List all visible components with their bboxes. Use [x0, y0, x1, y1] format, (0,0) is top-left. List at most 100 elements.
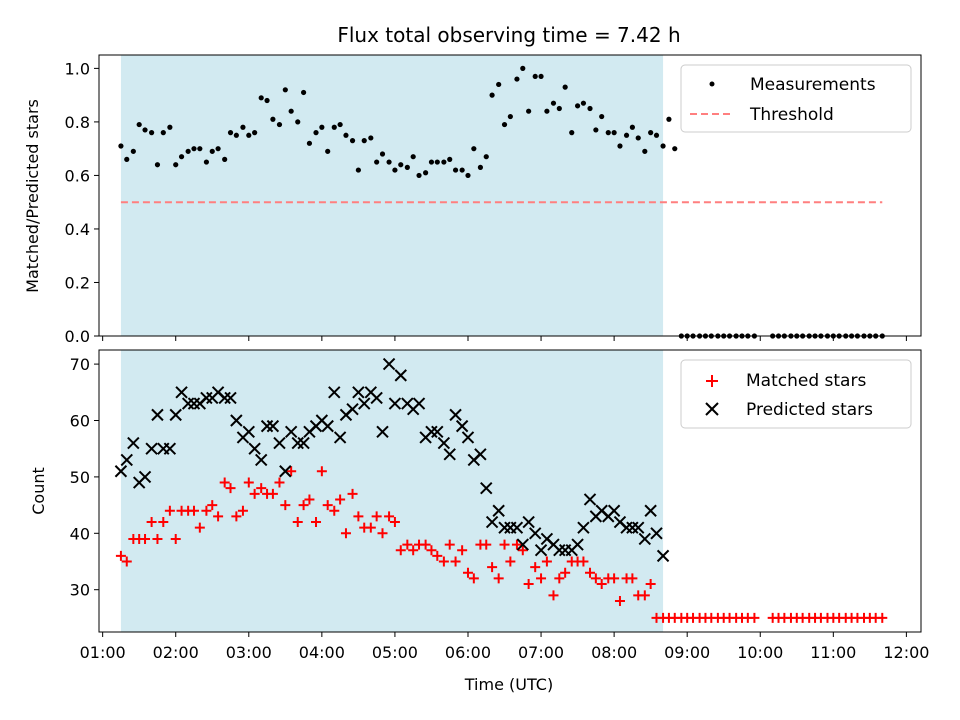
matched-star-point — [517, 545, 528, 556]
matched-star-point — [170, 533, 181, 544]
predicted-star-point — [200, 391, 213, 405]
x-tick-label: 02:00 — [153, 643, 199, 662]
measurement-point — [666, 116, 672, 122]
predicted-star-point — [163, 442, 177, 455]
y-tick-label: 60 — [70, 412, 90, 431]
ratio-x-ticks — [102, 336, 907, 341]
matched-star-point — [329, 505, 340, 516]
matched-star-point — [468, 573, 479, 584]
predicted-star-point — [181, 397, 195, 410]
predicted-star-point — [553, 544, 566, 557]
predicted-star-point — [145, 442, 158, 455]
predicted-star-point — [291, 436, 304, 450]
predicted-star-point — [388, 397, 402, 410]
y-tick-label: 0.8 — [65, 113, 90, 132]
matched-star-point — [280, 500, 291, 511]
predicted-star-point — [431, 425, 444, 438]
matched-star-point — [585, 567, 596, 578]
measurement-point — [434, 159, 440, 165]
predicted-star-point — [534, 544, 548, 557]
predicted-star-point — [583, 493, 597, 506]
measurement-point — [361, 138, 367, 144]
measurement-point — [379, 151, 386, 157]
y-tick-label: 70 — [70, 355, 90, 374]
predicted-star-point — [656, 549, 670, 563]
ratio-legend: Measurements Threshold — [680, 64, 912, 133]
ratio-marks — [118, 65, 885, 339]
measurement-point — [587, 105, 593, 112]
matched-star-point — [578, 556, 589, 567]
x-tick-label: 05:00 — [372, 643, 418, 662]
matched-star-point — [243, 477, 254, 488]
matched-star-point — [365, 522, 376, 533]
predicted-star-point — [412, 397, 426, 410]
count-x-axis: 01:00 02:00 03:00 04:00 05:00 06:00 07:00 08:00… — [80, 632, 929, 662]
predicted-star-point — [260, 419, 274, 433]
matched-star-point — [432, 550, 443, 561]
measurement-point — [191, 146, 197, 152]
measurement-point — [569, 130, 575, 136]
predicted-star-point — [358, 397, 371, 410]
predicted-star-point — [522, 515, 535, 529]
matched-star-point — [340, 528, 351, 539]
measurement-point — [313, 130, 319, 136]
measurement-point — [483, 154, 489, 160]
matched-star-point — [311, 517, 322, 528]
predicted-star-point — [510, 521, 524, 534]
measurement-point — [580, 100, 587, 106]
measurement-point — [215, 146, 221, 152]
predicted-star-point — [333, 431, 347, 444]
predicted-star-point — [492, 504, 505, 517]
y-tick-label: 50 — [70, 468, 90, 487]
matched-star-point — [444, 539, 455, 550]
predicted-star-point — [151, 408, 164, 422]
predicted-star-point — [346, 403, 359, 416]
predicted-star-point — [224, 391, 237, 405]
matched-star-point — [536, 573, 547, 584]
measurement-point — [264, 97, 270, 104]
predicted-star-point — [138, 470, 152, 484]
measurement-point — [441, 159, 447, 165]
predicted-star-point — [255, 453, 268, 467]
measurement-point — [605, 130, 611, 136]
predicted-star-point — [425, 425, 438, 438]
matched-star-point — [115, 550, 126, 561]
measurement-point — [623, 132, 630, 138]
measurement-point — [501, 121, 508, 128]
measurement-point — [355, 167, 361, 173]
predicted-star-point — [242, 425, 255, 438]
measurement-point — [550, 100, 557, 106]
predicted-star-point — [328, 386, 341, 399]
y-tick-label: 40 — [70, 524, 90, 543]
measurement-point — [635, 135, 641, 141]
matched-star-point — [298, 500, 309, 511]
count-legend: Matched stars Predicted stars — [680, 359, 912, 429]
predicted-star-point — [376, 425, 389, 438]
predicted-star-point — [279, 465, 292, 478]
predicted-star-point — [266, 419, 280, 433]
x-tick-label: 09:00 — [664, 643, 710, 662]
measurement-point — [124, 156, 130, 162]
matched-star-point — [438, 556, 449, 567]
predicted-star-point — [480, 481, 493, 495]
legend-threshold-label: Threshold — [749, 105, 834, 125]
matched-star-point — [121, 556, 132, 567]
legend-measurements-icon — [709, 81, 715, 87]
measurement-point — [452, 167, 459, 173]
predicted-star-point — [516, 538, 529, 551]
matched-star-point — [554, 573, 565, 584]
measurement-point — [295, 119, 301, 125]
matched-star-point — [408, 545, 419, 556]
predicted-star-point — [607, 504, 621, 517]
matched-star-point — [548, 590, 559, 601]
measurement-point — [343, 132, 349, 138]
measurement-point — [556, 105, 562, 112]
matched-star-point — [194, 522, 205, 533]
measurement-point — [270, 116, 276, 122]
matched-star-point — [353, 511, 364, 522]
measurement-point — [629, 124, 635, 130]
measurement-point — [611, 130, 617, 136]
measurement-point — [136, 121, 142, 128]
count-legend-box — [680, 359, 912, 429]
predicted-star-point — [620, 521, 633, 534]
